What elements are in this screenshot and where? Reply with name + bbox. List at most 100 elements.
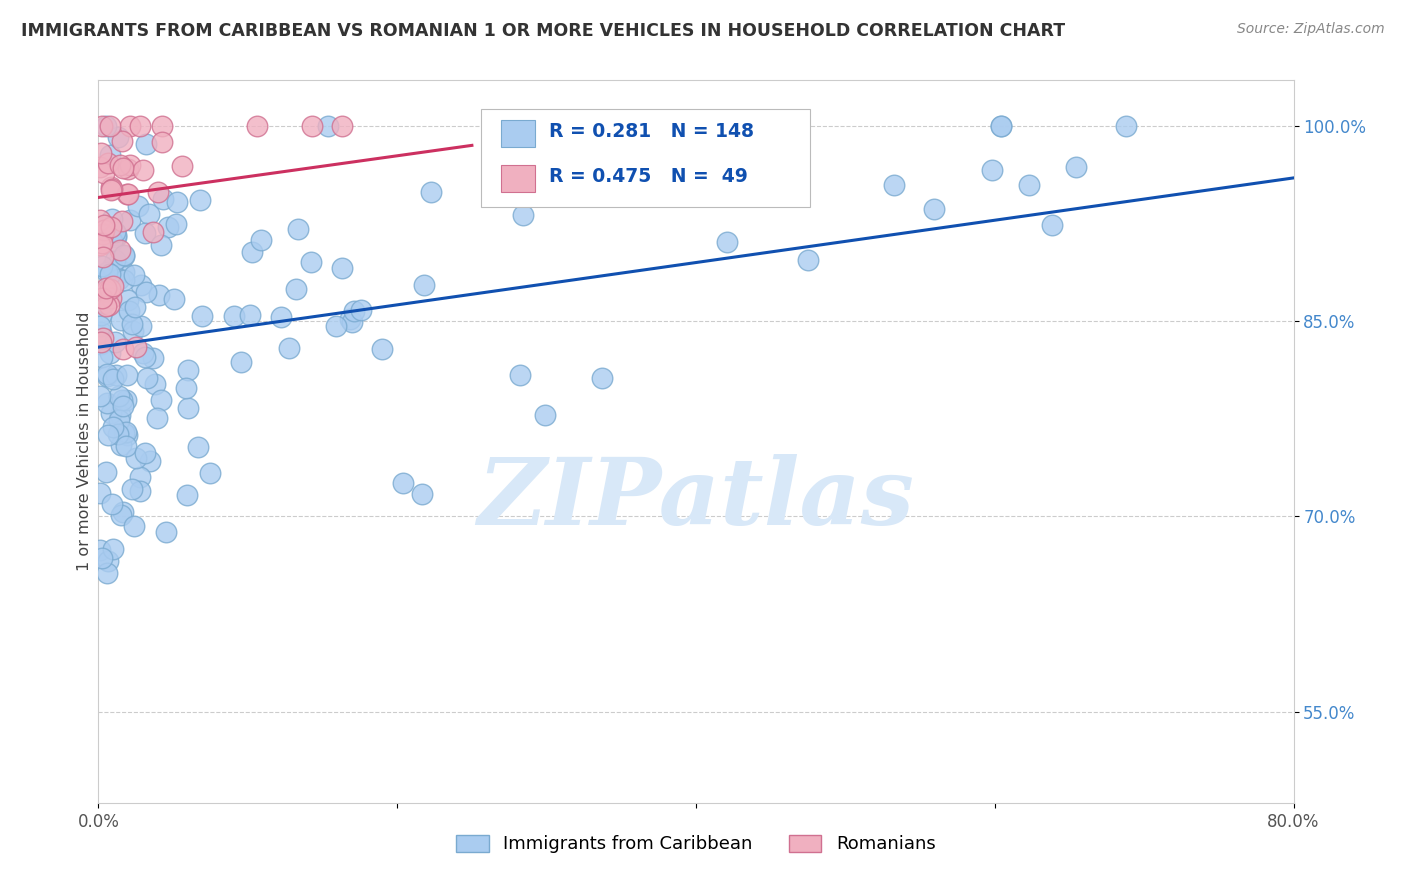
Point xyxy=(101,211,124,226)
Point xyxy=(103,278,125,293)
Point xyxy=(591,371,613,385)
Point xyxy=(392,475,415,490)
Point xyxy=(250,233,273,247)
Point xyxy=(239,308,262,322)
Point xyxy=(142,225,165,239)
Point xyxy=(129,277,152,292)
Text: ZIPatlas: ZIPatlas xyxy=(478,454,914,544)
Point xyxy=(100,180,122,194)
Point xyxy=(117,187,139,202)
Point xyxy=(138,207,160,221)
Point xyxy=(533,408,555,422)
Point xyxy=(325,318,347,333)
Text: R = 0.281   N = 148: R = 0.281 N = 148 xyxy=(548,122,754,141)
Point xyxy=(96,284,118,298)
Point xyxy=(129,119,152,133)
Point xyxy=(117,162,139,177)
Point xyxy=(101,497,124,511)
Point xyxy=(301,119,323,133)
Point xyxy=(96,566,118,580)
Text: IMMIGRANTS FROM CARIBBEAN VS ROMANIAN 1 OR MORE VEHICLES IN HOUSEHOLD CORRELATIO: IMMIGRANTS FROM CARIBBEAN VS ROMANIAN 1 … xyxy=(21,22,1066,40)
Point xyxy=(98,119,121,133)
Point xyxy=(97,156,120,170)
Point xyxy=(229,355,252,369)
Point xyxy=(93,166,115,180)
Point xyxy=(118,158,141,172)
Point xyxy=(716,235,738,250)
Y-axis label: 1 or more Vehicles in Household: 1 or more Vehicles in Household xyxy=(77,312,91,571)
Text: R = 0.475   N =  49: R = 0.475 N = 49 xyxy=(548,167,748,186)
Point xyxy=(990,119,1012,133)
Point xyxy=(96,367,118,381)
Point xyxy=(350,303,373,318)
Point xyxy=(90,308,112,322)
Point xyxy=(270,310,292,324)
Point xyxy=(100,219,122,234)
Bar xyxy=(501,165,534,193)
Point xyxy=(149,393,172,408)
Point xyxy=(340,315,363,329)
Point xyxy=(139,454,162,468)
Point xyxy=(104,335,127,350)
Point xyxy=(100,268,122,282)
Point xyxy=(115,439,138,453)
Point xyxy=(187,440,209,454)
Point xyxy=(657,186,679,201)
Point xyxy=(111,214,134,228)
Point xyxy=(121,482,143,496)
Point xyxy=(103,420,125,434)
Point xyxy=(419,185,441,199)
Point xyxy=(287,221,309,235)
Point xyxy=(104,252,127,267)
Point xyxy=(110,312,132,326)
Point xyxy=(115,186,138,201)
Point xyxy=(89,542,111,557)
Point xyxy=(512,119,534,133)
Point xyxy=(1066,161,1088,175)
Point xyxy=(93,296,115,310)
Point xyxy=(132,162,155,177)
Point xyxy=(110,158,132,172)
Point xyxy=(93,223,115,237)
Point xyxy=(148,185,170,199)
Point xyxy=(115,368,138,382)
Point xyxy=(883,178,905,192)
Point xyxy=(101,542,124,557)
Point xyxy=(101,372,124,386)
Point xyxy=(107,426,129,441)
Point xyxy=(112,249,135,263)
Point xyxy=(100,234,122,248)
Point xyxy=(120,213,142,227)
Point xyxy=(148,288,170,302)
Point xyxy=(278,341,301,355)
Point xyxy=(108,244,131,258)
Point xyxy=(96,368,118,383)
Point xyxy=(120,119,142,133)
Point xyxy=(107,389,129,403)
Point xyxy=(135,285,157,300)
Point xyxy=(330,119,353,133)
Point xyxy=(176,488,198,502)
Point xyxy=(222,310,245,324)
Point xyxy=(96,396,118,410)
Point xyxy=(115,425,138,439)
Point xyxy=(924,202,946,216)
Point xyxy=(117,293,139,307)
Point xyxy=(104,368,127,382)
Point xyxy=(188,194,211,208)
Point xyxy=(128,483,150,498)
Point xyxy=(91,227,114,241)
Point xyxy=(93,284,115,298)
Point xyxy=(411,487,433,501)
Point xyxy=(110,508,132,522)
Point xyxy=(136,370,159,384)
Point xyxy=(150,238,173,252)
Point xyxy=(152,193,174,207)
Point xyxy=(117,428,139,442)
Point xyxy=(94,285,117,300)
Point xyxy=(125,340,148,354)
Point xyxy=(89,238,111,252)
Point xyxy=(135,137,157,152)
Point xyxy=(89,389,111,403)
Point xyxy=(104,228,127,243)
